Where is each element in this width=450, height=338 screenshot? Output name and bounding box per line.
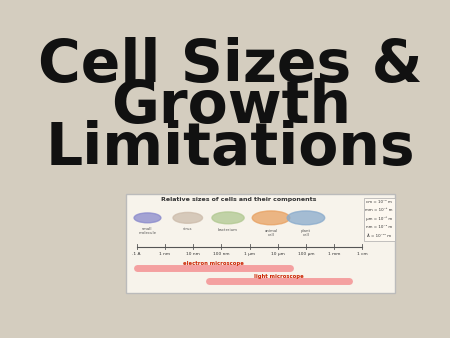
Text: Limitations: Limitations bbox=[46, 120, 415, 177]
Text: Cell Sizes &: Cell Sizes & bbox=[38, 37, 423, 94]
FancyBboxPatch shape bbox=[126, 194, 395, 293]
Text: Growth: Growth bbox=[111, 78, 351, 136]
